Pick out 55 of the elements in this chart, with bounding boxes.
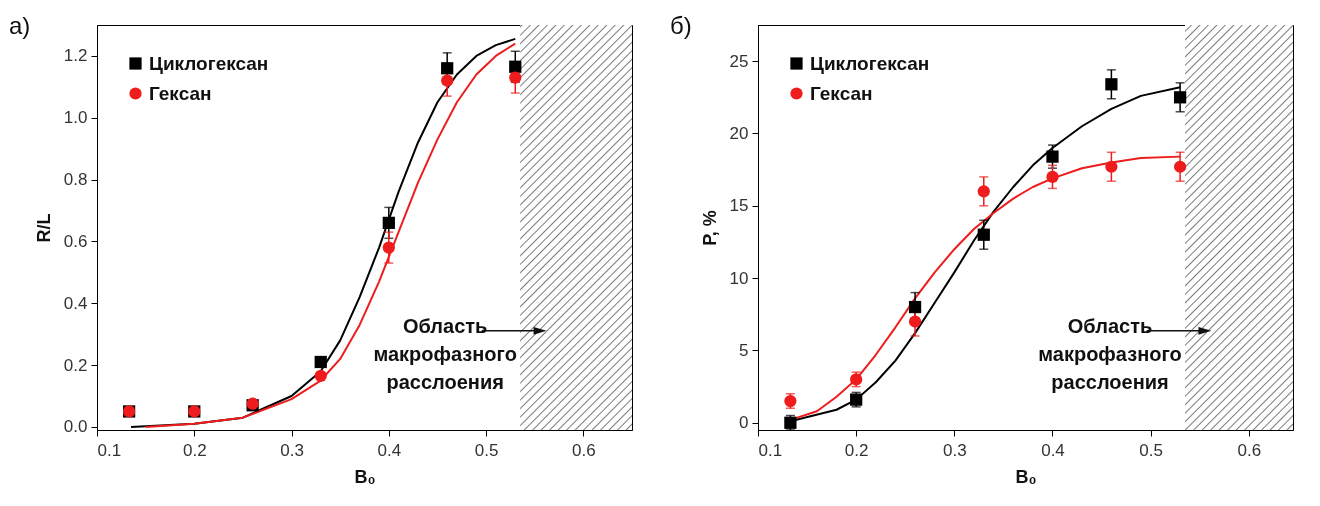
point <box>441 62 454 75</box>
x-tick-label: 0.3 <box>280 440 304 460</box>
point <box>1173 91 1187 104</box>
point <box>1046 170 1059 183</box>
chart-title: a) <box>9 12 31 39</box>
legend-label: Циклогексан <box>149 52 269 74</box>
x-axis-title: B₀ <box>354 466 376 487</box>
legend-label: Циклогексан <box>810 52 930 74</box>
point <box>1105 160 1118 173</box>
y-tick-label: 10 <box>729 268 749 288</box>
x-axis-title: B₀ <box>1015 466 1037 487</box>
point <box>1173 160 1187 173</box>
point <box>314 355 327 369</box>
point <box>382 216 395 229</box>
y-tick-label: 0.2 <box>63 355 88 375</box>
x-tick-label: 0.6 <box>572 440 596 460</box>
point <box>441 74 454 87</box>
band-label: Область макрофазного расслоения <box>1038 314 1182 393</box>
x-tick-label: 0.6 <box>1237 440 1262 460</box>
y-tick-label: 1.2 <box>63 46 88 66</box>
chart-title: б) <box>670 12 692 39</box>
x-tick-label: 0.4 <box>377 440 402 460</box>
y-tick-label: 5 <box>739 340 749 360</box>
point <box>977 185 990 198</box>
y-tick-label: 1.0 <box>63 108 88 128</box>
y-tick-label: 0.4 <box>63 293 88 313</box>
x-tick-label: 0.3 <box>943 440 967 460</box>
y-tick-label: 0.0 <box>63 417 88 437</box>
x-tick-label: 0.5 <box>474 440 499 460</box>
point <box>382 241 395 254</box>
x-tick-label: 0.1 <box>758 440 783 460</box>
point <box>1046 150 1059 163</box>
x-tick-label: 0.2 <box>182 440 207 460</box>
y-axis-title: R/L <box>33 213 54 243</box>
point <box>908 300 922 314</box>
y-tick-label: 25 <box>729 51 749 71</box>
y-tick-label: 0 <box>739 413 749 433</box>
point <box>509 60 522 73</box>
point <box>314 369 327 383</box>
y-tick-label: 15 <box>729 196 749 216</box>
y-axis-title: P, % <box>699 210 720 246</box>
x-tick-label: 0.2 <box>844 440 869 460</box>
y-tick-label: 0.8 <box>63 170 88 190</box>
x-tick-label: 0.5 <box>1139 440 1163 460</box>
point <box>1105 78 1118 91</box>
y-tick-label: 20 <box>729 123 749 143</box>
x-tick-label: 0.4 <box>1041 440 1065 460</box>
y-tick-label: 0.6 <box>63 231 88 251</box>
point <box>908 315 922 328</box>
point <box>509 71 522 84</box>
legend-label: Гексан <box>810 82 873 104</box>
x-tick-label: 0.1 <box>97 440 122 460</box>
band-label: Область макрофазного расслоения <box>373 314 517 393</box>
point <box>977 228 990 241</box>
legend-label: Гексан <box>149 82 212 104</box>
